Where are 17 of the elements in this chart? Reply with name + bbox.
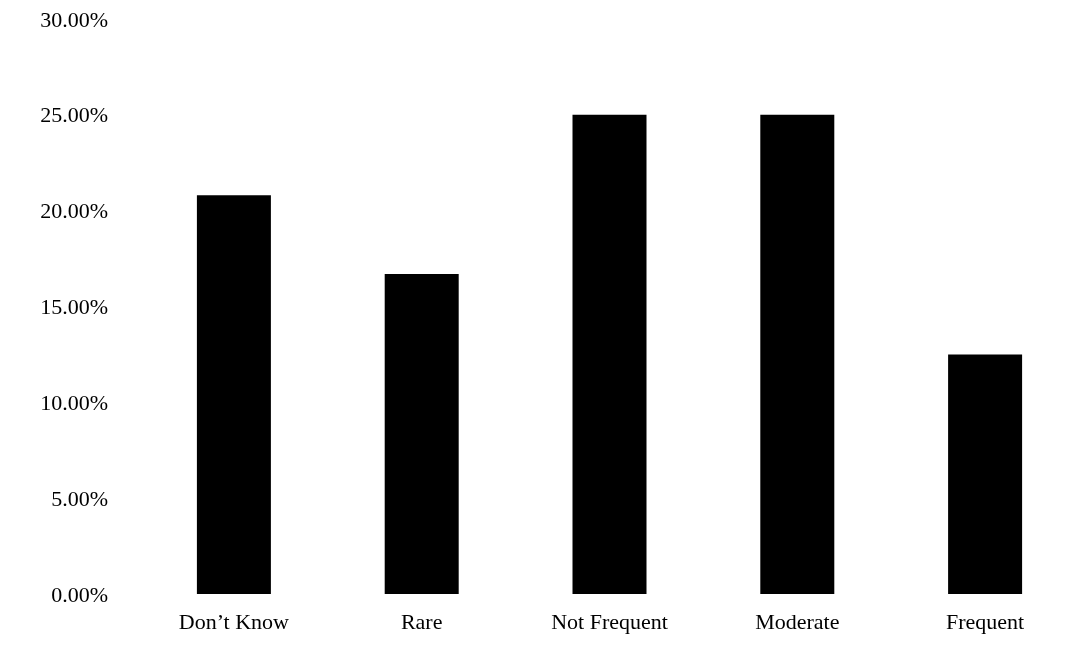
x-tick-label: Not Frequent — [551, 608, 668, 634]
x-tick-label: Moderate — [755, 608, 840, 634]
y-tick-label: 20.00% — [40, 198, 108, 224]
bar — [948, 354, 1023, 594]
y-tick-label: 0.00% — [51, 581, 108, 607]
bar — [384, 273, 459, 594]
y-tick-label: 25.00% — [40, 102, 108, 128]
y-tick-label: 30.00% — [40, 6, 108, 32]
y-tick-label: 15.00% — [40, 294, 108, 319]
bar — [196, 195, 271, 594]
y-tick-label: 10.00% — [40, 389, 108, 415]
x-tick-label: Frequent — [946, 608, 1025, 634]
x-tick-label: Rare — [400, 608, 443, 634]
x-tick-label: Don’t Know — [178, 608, 290, 634]
bar — [760, 114, 835, 594]
bar — [572, 114, 647, 594]
y-tick-label: 5.00% — [51, 485, 108, 511]
